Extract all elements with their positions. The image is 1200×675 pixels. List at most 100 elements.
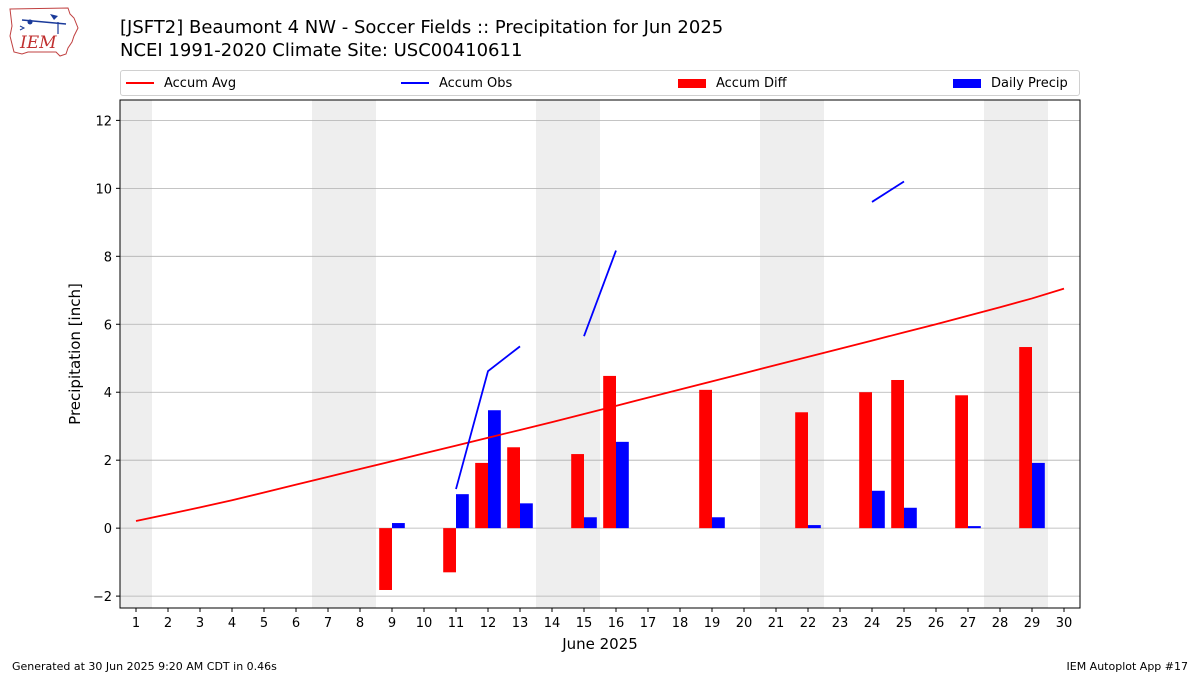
y-tick-label-0: 0 [104,522,112,537]
weekend-band-day-14 [536,100,568,608]
legend-label-accum-avg: Accum Avg [164,75,237,91]
accum-obs-line-segment-2 [583,250,617,337]
accum-diff-bar-day-22 [795,412,808,529]
daily-precip-bar-day-24 [872,490,885,529]
accum-diff-bar-day-24 [859,392,872,529]
legend-swatch-daily-precip [953,78,981,88]
y-axis-label: Precipitation [inch] [66,283,84,425]
daily-precip-bar-day-15 [584,517,597,529]
chart-subtitle: NCEI 1991-2020 Climate Site: USC00410611 [120,40,523,61]
legend-label-accum-diff: Accum Diff [716,75,787,91]
bars [379,347,1045,590]
x-tick-label-16: 16 [608,616,625,631]
weekend-band-day-21 [760,100,792,608]
y-tick-label--2: −2 [93,590,112,605]
x-axis-label: June 2025 [561,635,638,653]
legend-swatch-accum-avg [126,82,154,84]
accum-diff-bar-day-25 [891,379,904,529]
y-tick-label-8: 8 [104,250,112,265]
accum-diff-bar-day-19 [699,389,712,529]
legend-label-daily-precip: Daily Precip [991,75,1068,91]
legend-swatch-accum-diff [678,78,706,88]
chart-title: [JSFT2] Beaumont 4 NW - Soccer Fields ::… [120,17,724,38]
y-tick-label-2: 2 [104,454,112,469]
chart-legend: Accum Avg Accum Obs Accum Diff Daily Pre… [120,70,1080,96]
accum-diff-bar-day-27 [955,395,968,529]
legend-swatch-accum-obs [401,82,429,84]
x-tick-label-12: 12 [480,616,497,631]
x-tick-label-8: 8 [356,616,364,631]
x-tick-label-26: 26 [928,616,945,631]
daily-precip-bar-day-22 [808,525,821,529]
x-tick-label-27: 27 [960,616,977,631]
legend-item-accum-obs: Accum Obs [401,74,512,92]
gridlines [120,119,1080,597]
x-tick-label-1: 1 [132,616,140,631]
accum-obs-line-segment-3 [871,180,905,203]
weekend-shading [120,100,1048,608]
x-tick-label-7: 7 [324,616,332,631]
accum-avg-line [135,287,1065,522]
x-tick-label-21: 21 [768,616,785,631]
x-tick-label-20: 20 [736,616,753,631]
y-tick-label-4: 4 [104,386,112,401]
x-tick-label-18: 18 [672,616,689,631]
daily-precip-bar-day-25 [904,507,917,529]
x-tick-label-17: 17 [640,616,657,631]
x-tick-label-30: 30 [1056,616,1073,631]
daily-precip-bar-day-19 [712,517,725,529]
y-tick-label-12: 12 [95,114,112,129]
x-tick-label-29: 29 [1024,616,1041,631]
x-axis-ticks: 1 2 3 4 5 6 7 8 9 10 11 12 13 14 15 16 17 18 19 20 21 22 23 24 2… [132,608,1072,631]
x-tick-label-24: 24 [864,616,881,631]
logo-text: IEM [19,33,57,53]
legend-item-accum-avg: Accum Avg [126,74,236,92]
accum-diff-bar-day-13 [507,447,520,529]
legend-item-daily-precip: Daily Precip [953,74,1068,92]
x-tick-label-9: 9 [388,616,396,631]
x-tick-label-14: 14 [544,616,561,631]
x-tick-label-10: 10 [416,616,433,631]
legend-item-accum-diff: Accum Diff [678,74,787,92]
x-tick-label-3: 3 [196,616,204,631]
daily-precip-bar-day-13 [520,503,533,529]
accum-diff-bar-day-29 [1019,347,1032,529]
daily-precip-bar-day-11 [456,494,469,529]
x-tick-label-19: 19 [704,616,721,631]
weekend-band-day-7 [312,100,344,608]
daily-precip-bar-day-9 [392,523,405,529]
plot-frame [119,99,1081,609]
accum-diff-bar-day-12 [475,462,488,529]
x-tick-label-6: 6 [292,616,300,631]
daily-precip-bar-day-27 [968,526,981,529]
x-tick-label-2: 2 [164,616,172,631]
accum-diff-bar-day-11 [443,528,456,573]
x-tick-label-28: 28 [992,616,1009,631]
accum-diff-bar-day-15 [571,454,584,529]
daily-precip-bar-day-16 [616,441,629,529]
weekend-band-day-1 [120,100,152,608]
iem-logo: IEM [8,6,80,58]
daily-precip-bar-day-29 [1032,462,1045,529]
y-tick-label-6: 6 [104,318,112,333]
x-tick-label-25: 25 [896,616,913,631]
x-tick-label-15: 15 [576,616,593,631]
accum-diff-bar-day-9 [379,528,392,590]
legend-label-accum-obs: Accum Obs [439,75,513,91]
weekend-band-day-8 [344,100,376,608]
accum-obs-line-segment-1 [455,345,521,490]
weekend-band-day-28 [984,100,1016,608]
x-tick-label-22: 22 [800,616,817,631]
weekend-band-day-15 [568,100,600,608]
x-tick-label-4: 4 [228,616,236,631]
x-tick-label-11: 11 [448,616,465,631]
series-lines [135,180,1065,522]
y-axis-ticks: −2 0 2 4 6 8 10 12 [93,114,120,605]
accum-diff-bar-day-16 [603,375,616,529]
x-tick-label-5: 5 [260,616,268,631]
x-tick-label-13: 13 [512,616,529,631]
generated-timestamp: Generated at 30 Jun 2025 9:20 AM CDT in … [12,660,277,673]
x-tick-label-23: 23 [832,616,849,631]
daily-precip-bar-day-12 [488,410,501,529]
